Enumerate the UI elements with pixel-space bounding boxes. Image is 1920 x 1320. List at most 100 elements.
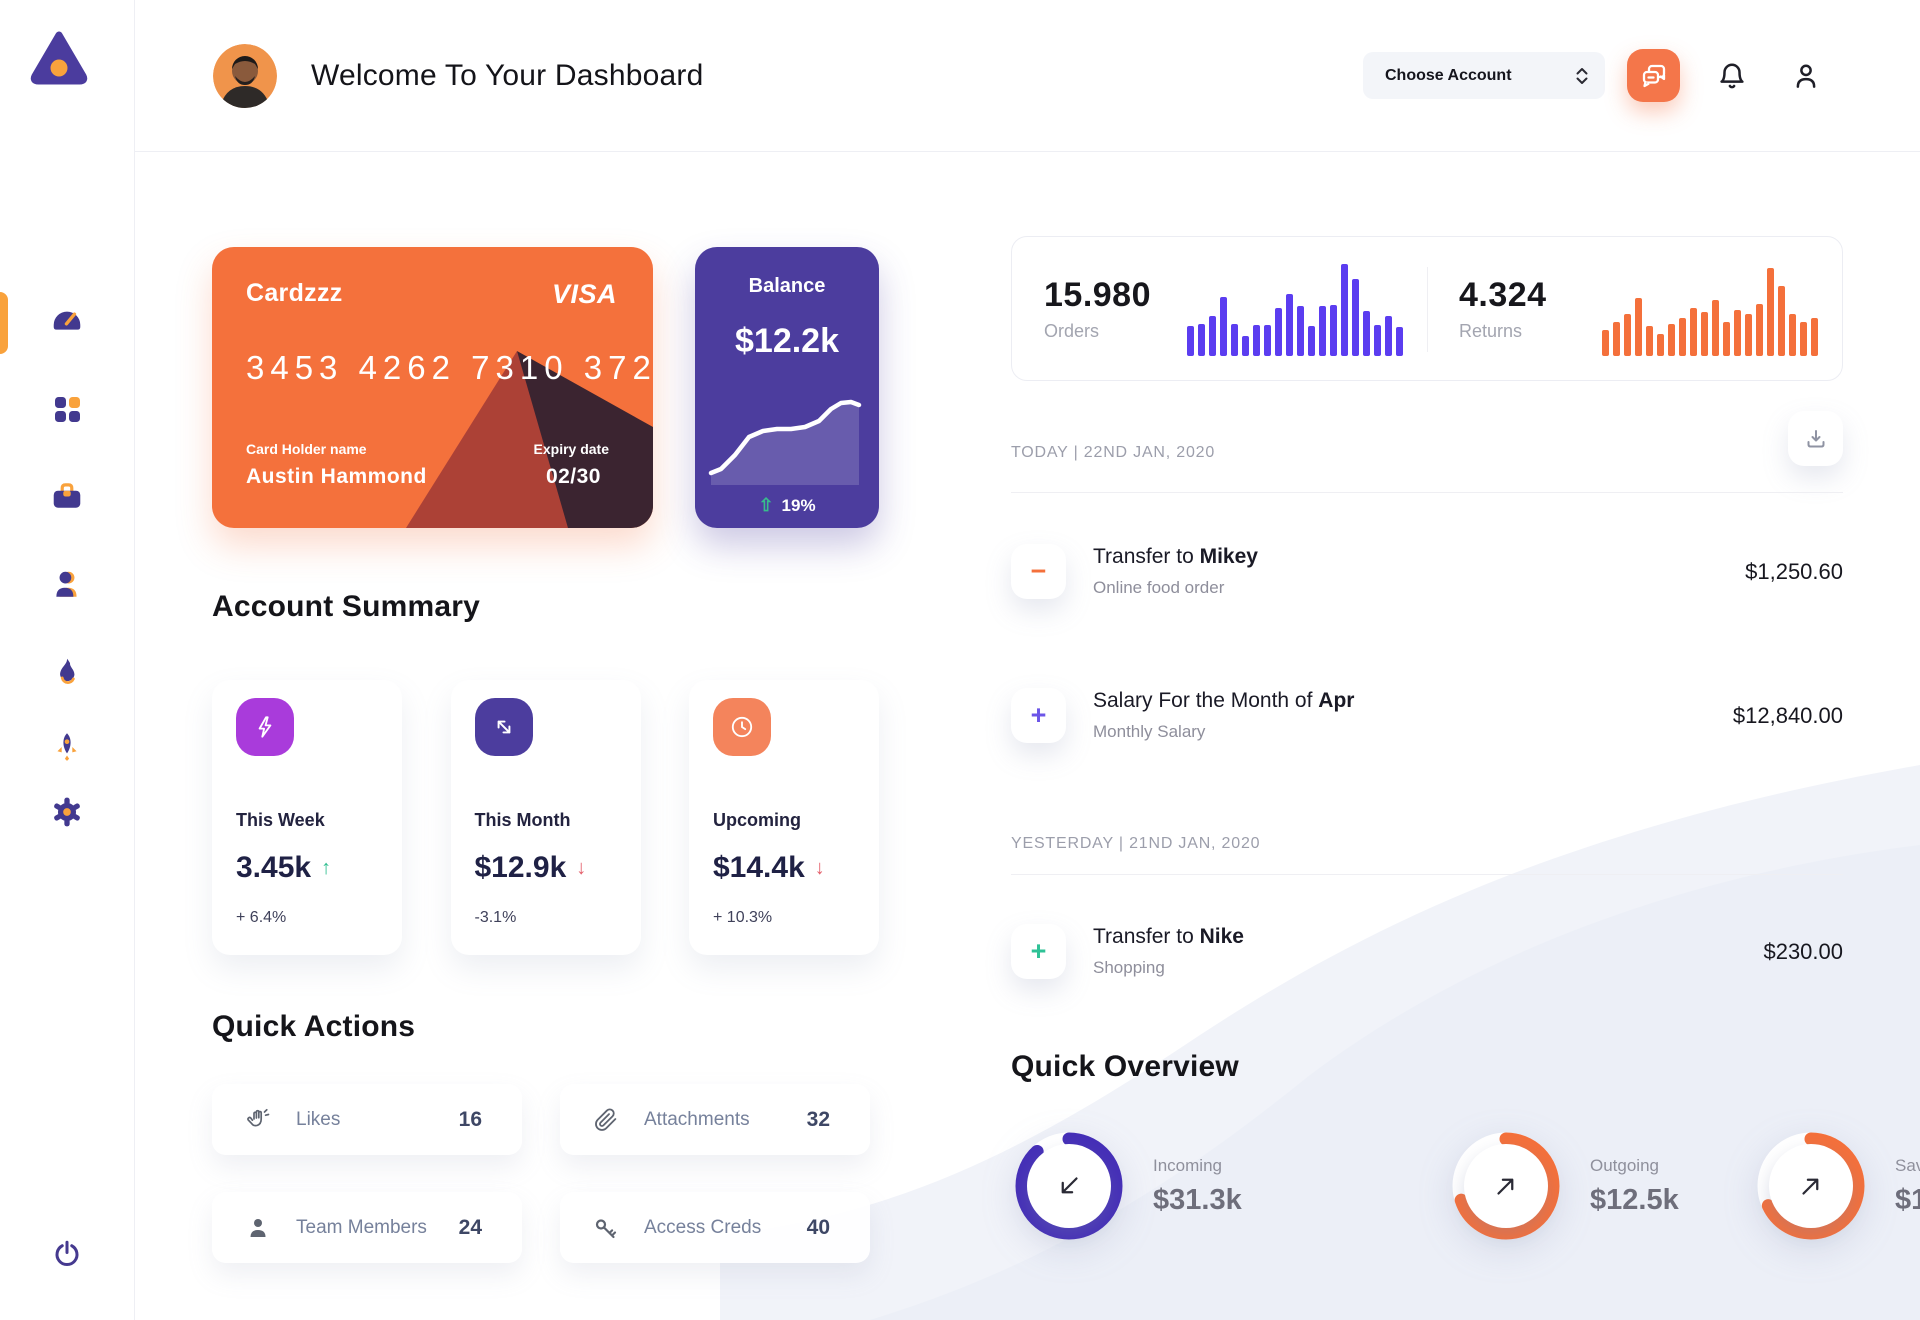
sidebar-item-work[interactable] bbox=[47, 476, 87, 516]
arrow-up-right-icon bbox=[1802, 1178, 1819, 1195]
plus-icon: + bbox=[1011, 924, 1066, 979]
apps-grid-icon bbox=[55, 397, 80, 422]
overview-label: Outgoing bbox=[1590, 1155, 1659, 1175]
profile-button[interactable] bbox=[1784, 54, 1828, 98]
quick-action-attachments[interactable]: Attachments 32 bbox=[560, 1084, 870, 1155]
avatar[interactable] bbox=[213, 43, 277, 108]
download-icon bbox=[1807, 429, 1824, 447]
overview-label: Incoming bbox=[1153, 1155, 1222, 1175]
minus-icon: − bbox=[1011, 544, 1066, 599]
active-nav-indicator bbox=[0, 292, 8, 354]
summary-card-this-month: This Month $12.9k ↓ -3.1% bbox=[450, 680, 641, 955]
orders-returns-panel: 15.980 Orders 4.324 Returns bbox=[1011, 236, 1843, 381]
power-icon bbox=[55, 1240, 79, 1266]
overview-label: Savings bbox=[1895, 1155, 1920, 1175]
quick-action-count: 32 bbox=[806, 1107, 830, 1131]
summary-card-upcoming: Upcoming $14.4k ↓ + 10.3% bbox=[689, 680, 879, 955]
sidebar-item-activity[interactable] bbox=[47, 652, 87, 692]
logout-button[interactable] bbox=[47, 1234, 87, 1274]
overview-incoming: Incoming $31.3k bbox=[1011, 1128, 1242, 1244]
card-pyramid-graphic bbox=[406, 351, 653, 528]
transaction-row-salary[interactable]: + Salary For the Month of Apr Monthly Sa… bbox=[1011, 688, 1843, 743]
quick-overview-rings: Incoming $31.3k bbox=[1011, 1128, 1920, 1248]
balance-delta: ⇧ 19% bbox=[758, 495, 815, 516]
transaction-amount: $12,840.00 bbox=[1732, 702, 1843, 728]
credit-card[interactable]: Cardzzz VISA 3453 4262 7310 3728 Card Ho… bbox=[212, 247, 653, 528]
person-icon bbox=[250, 1218, 266, 1237]
quick-actions-title: Quick Actions bbox=[212, 1010, 416, 1043]
transaction-row-nike[interactable]: + Transfer to Nike Shopping $230.00 bbox=[1011, 924, 1843, 979]
returns-stat: 4.324 Returns bbox=[1427, 237, 1842, 380]
visa-logo: VISA bbox=[551, 279, 617, 309]
divider bbox=[1011, 874, 1843, 875]
arrow-down-left-icon bbox=[1061, 1177, 1078, 1194]
transaction-amount: $230.00 bbox=[1763, 938, 1843, 964]
orders-sparkline bbox=[1187, 261, 1403, 356]
transaction-title: Transfer to Nike bbox=[1093, 925, 1244, 948]
download-button[interactable] bbox=[1788, 411, 1843, 466]
logo-triangle-icon bbox=[30, 31, 88, 85]
quick-action-label: Attachments bbox=[644, 1108, 750, 1130]
quick-action-count: 24 bbox=[458, 1215, 482, 1239]
card-expiry-label: Expiry date bbox=[533, 441, 609, 457]
clock-icon bbox=[713, 698, 771, 756]
paperclip-icon bbox=[595, 1108, 617, 1131]
rocket-icon bbox=[57, 733, 77, 761]
sidebar-item-clients[interactable] bbox=[47, 564, 87, 604]
account-select[interactable]: Choose Account bbox=[1363, 52, 1605, 99]
summary-cards: This Week 3.45k ↑ + 6.4% This Month $12.… bbox=[212, 680, 879, 955]
account-summary-title: Account Summary bbox=[212, 590, 481, 623]
quick-action-team-members[interactable]: Team Members 24 bbox=[212, 1192, 522, 1263]
quick-actions-grid: Likes 16 Attachments 32 Team Members bbox=[212, 1084, 872, 1263]
transaction-subtitle: Shopping bbox=[1093, 958, 1165, 977]
trend-up-icon: ⇧ bbox=[758, 495, 774, 515]
summary-card-value: $12.9k ↓ bbox=[474, 851, 587, 884]
divider bbox=[1011, 492, 1843, 493]
clients-icon bbox=[56, 571, 77, 597]
card-holder-name: Austin Hammond bbox=[246, 465, 427, 488]
key-icon bbox=[595, 1218, 617, 1238]
trend-arrow-icon: ↑ bbox=[321, 856, 332, 879]
clap-icon bbox=[247, 1108, 270, 1126]
quick-action-access-creds[interactable]: Access Creds 40 bbox=[560, 1192, 870, 1263]
summary-card-delta: -3.1% bbox=[474, 909, 517, 926]
app-logo[interactable] bbox=[26, 26, 92, 92]
returns-label: Returns bbox=[1459, 320, 1523, 341]
main-content: Cardzzz VISA 3453 4262 7310 3728 Card Ho… bbox=[135, 152, 1920, 1320]
panel-divider bbox=[1427, 267, 1428, 352]
arrow-up-right-icon bbox=[1497, 1178, 1514, 1195]
notifications-button[interactable] bbox=[1710, 54, 1754, 98]
returns-sparkline bbox=[1602, 261, 1818, 356]
dashboard-gauge-icon bbox=[53, 311, 81, 330]
left-column: Cardzzz VISA 3453 4262 7310 3728 Card Ho… bbox=[212, 152, 879, 1320]
quick-action-likes[interactable]: Likes 16 bbox=[212, 1084, 522, 1155]
orders-stat: 15.980 Orders bbox=[1012, 237, 1427, 380]
transaction-row-mikey[interactable]: − Transfer to Mikey Online food order $1… bbox=[1011, 544, 1843, 599]
balance-trend-chart bbox=[708, 399, 862, 485]
summary-card-this-week: This Week 3.45k ↑ + 6.4% bbox=[212, 680, 402, 955]
transaction-subtitle: Online food order bbox=[1093, 578, 1225, 597]
page-title: Welcome To Your Dashboard bbox=[311, 58, 704, 92]
sidebar-item-launch[interactable] bbox=[47, 727, 87, 767]
summary-card-label: This Month bbox=[474, 810, 571, 830]
sidebar-item-apps[interactable] bbox=[47, 389, 87, 429]
account-select-label: Choose Account bbox=[1385, 66, 1512, 84]
chat-icon bbox=[1642, 64, 1665, 87]
card-expiry-value: 02/30 bbox=[545, 465, 601, 488]
messages-button[interactable] bbox=[1627, 49, 1680, 102]
quick-action-label: Access Creds bbox=[644, 1216, 762, 1238]
transaction-subtitle: Monthly Salary bbox=[1093, 722, 1206, 741]
trend-arrow-icon: ↓ bbox=[576, 856, 587, 879]
flame-icon bbox=[60, 658, 75, 684]
overview-savings: Savings $18.4k bbox=[1753, 1128, 1920, 1244]
select-chevrons-icon bbox=[1576, 67, 1588, 84]
balance-card[interactable]: Balance $12.2k ⇧ 19% bbox=[695, 247, 879, 528]
transaction-amount: $1,250.60 bbox=[1745, 558, 1843, 584]
briefcase-icon bbox=[53, 483, 81, 508]
quick-action-count: 40 bbox=[806, 1215, 830, 1239]
sidebar-item-dashboard[interactable] bbox=[47, 299, 87, 339]
sidebar-item-settings[interactable] bbox=[47, 792, 87, 832]
summary-card-delta: + 6.4% bbox=[236, 909, 287, 926]
card-name: Cardzzz bbox=[246, 279, 343, 307]
